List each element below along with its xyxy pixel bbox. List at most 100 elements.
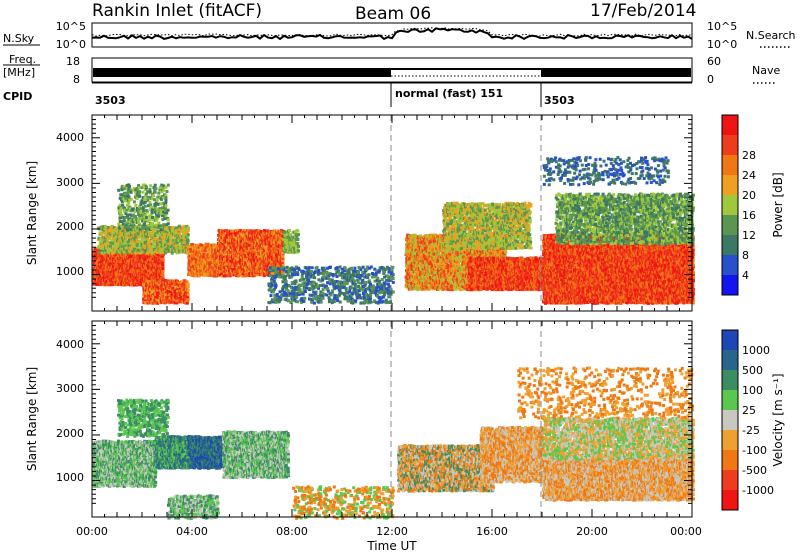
backscatter-cell (297, 249, 300, 253)
backscatter-cell (161, 253, 165, 257)
backscatter-cell (133, 283, 136, 287)
backscatter-cell (107, 241, 111, 245)
nsearch-trace (91, 26, 693, 37)
backscatter-cell (120, 233, 124, 237)
backscatter-cell (120, 231, 124, 235)
backscatter-cell (296, 229, 300, 233)
backscatter-cell (100, 242, 104, 246)
backscatter-cell (127, 201, 131, 205)
backscatter-cell (185, 301, 189, 305)
backscatter-cell (101, 248, 105, 252)
backscatter-cell (108, 251, 112, 255)
backscatter-cell (103, 227, 107, 231)
backscatter-cell (157, 252, 161, 256)
backscatter-cell (174, 226, 178, 230)
backscatter-cell (117, 188, 121, 192)
backscatter-cell (114, 245, 118, 249)
backscatter-cell (104, 282, 108, 286)
backscatter-cell (101, 225, 105, 229)
backscatter-cell (109, 241, 113, 244)
freq-label: Freq. (9, 53, 36, 66)
backscatter-cell (120, 236, 124, 240)
backscatter-cell (126, 260, 130, 264)
backscatter-cell (175, 299, 179, 303)
backscatter-cell (186, 293, 190, 297)
backscatter-cell (130, 255, 134, 259)
nave-tick-bottom: 0 (707, 73, 714, 86)
backscatter-cell (109, 244, 113, 248)
cpid-panel: CPID 3503 normal (fast) 151 3503 (3, 82, 692, 107)
backscatter-cell (153, 263, 157, 267)
backscatter-cell (140, 273, 144, 277)
backscatter-cell (112, 231, 116, 235)
backscatter-cell (99, 274, 103, 278)
freq-band-2 (541, 69, 691, 77)
backscatter-cell (161, 276, 165, 280)
backscatter-cell (98, 261, 101, 265)
backscatter-cell (126, 225, 130, 229)
backscatter-cell (109, 228, 113, 232)
backscatter-cell (110, 238, 114, 242)
backscatter-cell (120, 220, 124, 224)
nsky-panel: N.Sky 10^5 10^0 10^5 10^0 N.Search (3, 20, 796, 51)
freq-tick-bottom: 8 (73, 73, 80, 86)
backscatter-cell (109, 270, 113, 274)
backscatter-cell (123, 243, 127, 247)
backscatter-cell (116, 271, 119, 275)
backscatter-cell (114, 236, 118, 240)
power-data (92, 156, 695, 305)
backscatter-cell (104, 239, 108, 243)
backscatter-cell (115, 242, 119, 246)
backscatter-cell (111, 251, 114, 255)
beam-label: Beam 06 (355, 4, 431, 24)
date-label: 17/Feb/2014 (590, 1, 696, 21)
freq-panel: Freq. [MHz] 18 8 60 0 Nave (3, 53, 780, 86)
backscatter-cell (97, 236, 101, 240)
backscatter-cell (127, 253, 131, 257)
nsearch-label: N.Search (746, 29, 796, 42)
nsky-tick-bottom: 10^0 (56, 38, 86, 51)
backscatter-cell (118, 250, 122, 254)
backscatter-cell (288, 229, 291, 232)
backscatter-cell (101, 244, 105, 248)
backscatter-cell (147, 265, 151, 269)
backscatter-cell (124, 255, 128, 259)
backscatter-cell (132, 200, 136, 204)
backscatter-cell (126, 228, 130, 232)
backscatter-cell (147, 277, 151, 281)
backscatter-cell (161, 258, 165, 262)
backscatter-cell (113, 228, 117, 232)
backscatter-cell (102, 231, 106, 235)
backscatter-cell (112, 226, 116, 230)
backscatter-cell (130, 281, 134, 285)
backscatter-cell (154, 260, 158, 264)
backscatter-cell (122, 250, 126, 254)
cpid-label: CPID (3, 90, 32, 103)
backscatter-cell (161, 269, 165, 273)
backscatter-cell (131, 272, 135, 275)
backscatter-cell (116, 231, 120, 235)
backscatter-cell (92, 262, 96, 266)
backscatter-cell (161, 256, 165, 260)
power-panel: 1000 2000 3000 4000 Slant Range [km] (25, 114, 695, 312)
backscatter-cell (99, 246, 103, 250)
backscatter-cell (123, 199, 127, 203)
backscatter-cell (117, 224, 121, 228)
backscatter-cell (129, 197, 133, 201)
backscatter-cell (296, 238, 300, 241)
nsky-label: N.Sky (3, 32, 35, 45)
backscatter-cell (161, 274, 165, 278)
nsearch-tick-bottom: 10^0 (707, 38, 737, 51)
backscatter-cell (118, 216, 122, 220)
backscatter-cell (107, 249, 111, 253)
backscatter-cell (110, 248, 114, 252)
backscatter-cell (186, 238, 190, 242)
backscatter-cell (103, 263, 106, 267)
backscatter-cell (103, 225, 107, 228)
backscatter-cell (161, 267, 165, 270)
backscatter-cell (186, 288, 190, 292)
backscatter-cell (151, 274, 155, 278)
freq-frame (91, 57, 693, 83)
backscatter-cell (186, 282, 190, 286)
